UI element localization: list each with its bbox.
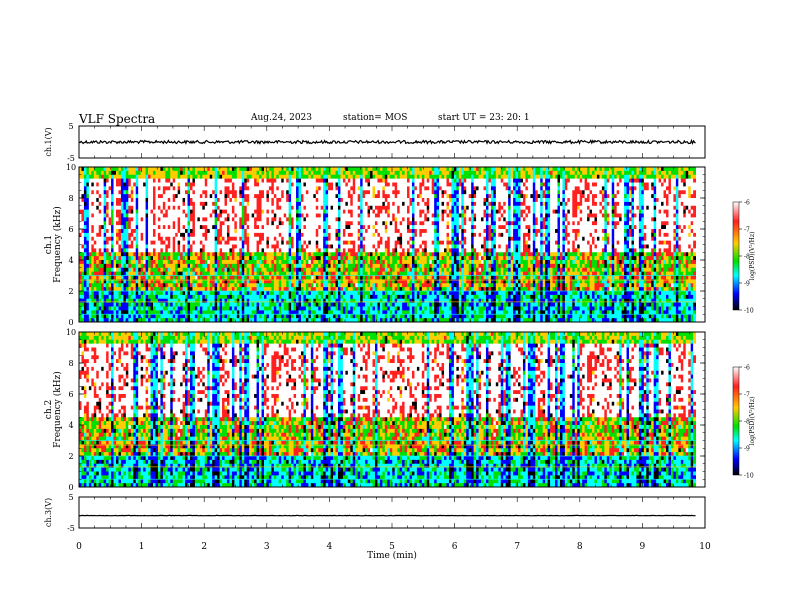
- y-tick-label: 10: [66, 328, 76, 337]
- colorbar-tick-label: -7: [744, 392, 750, 399]
- y-axis-label: Frequency (kHz): [52, 371, 63, 448]
- y-tick-label: 6: [68, 225, 73, 234]
- y-axis-label-channel: ch.2: [44, 400, 54, 419]
- x-tick-label: 3: [264, 542, 270, 552]
- colorbar-tick-label: -8: [744, 254, 750, 261]
- colorbar-tick-label: -10: [744, 308, 754, 315]
- y-tick-label: -5: [67, 154, 75, 163]
- x-tick-label: 2: [201, 542, 207, 552]
- ch1-spectrogram-colorbar: [732, 201, 740, 311]
- y-tick-label: 6: [68, 390, 73, 399]
- colorbar-tick-label: -8: [744, 419, 750, 426]
- y-tick-label: 5: [68, 493, 73, 502]
- y-tick-label: -5: [67, 524, 75, 533]
- figure-title: VLF Spectra: [79, 112, 155, 126]
- y-tick-label: 5: [68, 122, 73, 131]
- y-tick-label: 8: [68, 194, 73, 203]
- y-axis-label: Frequency (kHz): [52, 206, 63, 283]
- colorbar-tick-label: -6: [744, 200, 750, 207]
- x-tick-label: 4: [327, 542, 333, 552]
- ch1-waveform-trace: [78, 138, 696, 146]
- y-tick-label: 4: [68, 256, 73, 265]
- ch2-spectrogram-panel: -6 -7 -8 -9 -10 log(PSD)(V²/Hz) 0 2 4 6 8 10 ch.2 Fre…: [44, 328, 756, 492]
- x-tick-label: 10: [699, 542, 711, 552]
- colorbar-tick-label: -9: [744, 281, 750, 288]
- x-tick-label: 1: [139, 542, 145, 552]
- y-tick-label: 8: [68, 359, 73, 368]
- colorbar-tick-label: -7: [744, 227, 750, 234]
- date-label: Aug.24, 2023: [251, 113, 312, 123]
- y-axis-label: ch.3(V): [44, 498, 53, 527]
- x-tick-label: 8: [577, 542, 583, 552]
- ch1-waveform-panel: 5 -5 ch.1(V): [44, 122, 706, 163]
- y-tick-label: 0: [68, 318, 73, 327]
- x-tick-label: 5: [389, 542, 395, 552]
- y-tick-label: 2: [68, 287, 73, 296]
- y-tick-label: 4: [68, 421, 73, 430]
- start-ut-label: start UT = 23: 20: 1: [438, 113, 530, 123]
- station-label: station= MOS: [343, 113, 407, 123]
- x-axis-label: Time (min): [367, 550, 417, 561]
- colorbar-tick-label: -10: [744, 473, 754, 480]
- colorbar-tick-label: -9: [744, 446, 750, 453]
- ch1-spectrogram-panel: -6 -7 -8 -9 -10 log(PSD)(V²/Hz) 0 2 4 6 8 10 ch.1 Fre…: [44, 163, 756, 327]
- x-tick-label: 0: [76, 542, 82, 552]
- x-tick-label: 6: [452, 542, 458, 552]
- y-axis-label: ch.1(V): [44, 127, 53, 156]
- x-tick-label: 7: [514, 542, 520, 552]
- colorbar-tick-label: -6: [744, 365, 750, 372]
- colorbar-label: log(PSD)(V²/Hz): [749, 397, 756, 446]
- y-tick-label: 10: [66, 163, 76, 172]
- y-axis-label-channel: ch.1: [44, 235, 54, 254]
- ch3-waveform-panel: 5 -5 ch.3(V): [44, 493, 706, 533]
- y-tick-label: 2: [68, 452, 73, 461]
- y-tick-label: 0: [68, 483, 73, 492]
- ch2-spectrogram-colorbar: [732, 366, 740, 476]
- x-tick-label: 9: [640, 542, 646, 552]
- colorbar-label: log(PSD)(V²/Hz): [749, 232, 756, 281]
